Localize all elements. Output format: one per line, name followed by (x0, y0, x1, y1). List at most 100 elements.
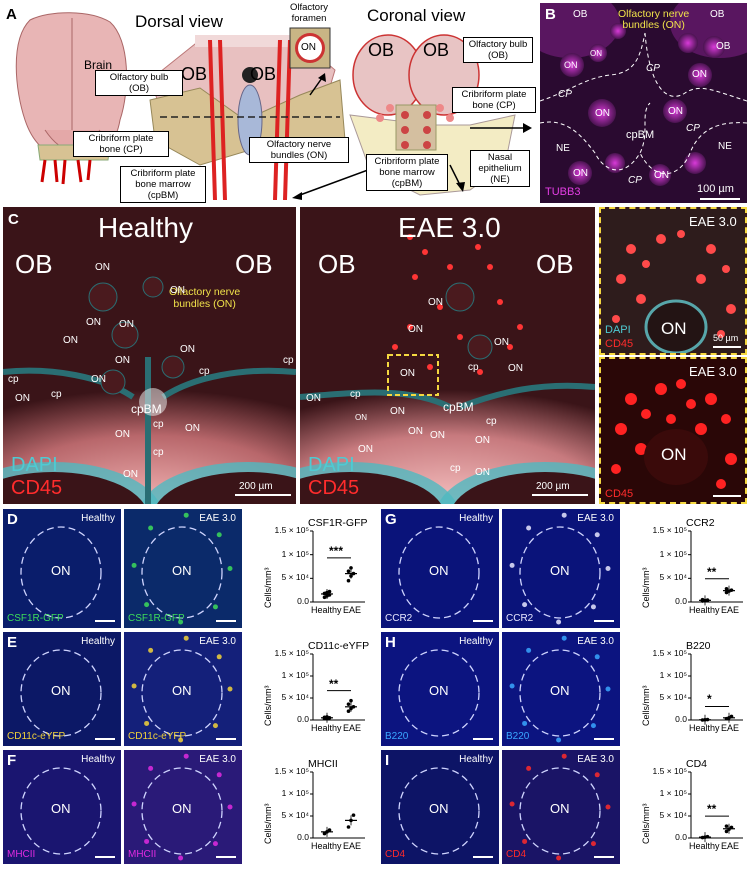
c-e-on-7: ON (355, 413, 367, 422)
g-left-nerve-outline (398, 526, 480, 619)
i-significance: ** (707, 802, 717, 817)
c-e-on-4: ON (508, 363, 523, 374)
b-ob-1: OB (573, 9, 588, 20)
dorsal-view-title: Dorsal view (135, 12, 223, 31)
c-h-cpbm: cpBM (131, 402, 162, 416)
h-right-stain-label: B220 (506, 731, 530, 742)
f-cell-marker (144, 838, 150, 844)
g-cell-marker (605, 566, 611, 571)
i-right-stain-label: CD4 (506, 849, 527, 860)
h-right-svg (509, 635, 611, 743)
c-inset-on-2: ON (661, 445, 687, 464)
c-h-cp-1: cp (8, 374, 19, 385)
d-left-stain-label: CSF1R-GFP (7, 613, 64, 624)
c-e-on-9: ON (408, 426, 423, 437)
i-point-eae (724, 824, 729, 828)
e-xcat-0: Healthy (311, 723, 342, 733)
e-cell-marker (148, 647, 154, 653)
e-left-nerve-outline (20, 649, 102, 737)
e-cell-marker (216, 654, 222, 660)
i-chart: CD4 Cells/mm³ 0.0 5 × 10⁴ 1 × 10⁵ 1.5 × 10⁵ He… (631, 750, 750, 864)
coronal-box-cp: Cribriform plate bone (CP) (452, 87, 536, 113)
d-left-tag: Healthy (81, 513, 115, 524)
h-significance: * (707, 692, 712, 707)
c-h-on-7: ON (115, 355, 130, 366)
c-e-dapi: DAPI (308, 454, 355, 476)
g-cell-marker (590, 604, 596, 610)
f-right-svg (131, 753, 233, 861)
e-ytick-2: 1 × 10⁵ (281, 670, 309, 680)
g-left-scale-bar (473, 620, 493, 622)
d-left-image: D Healthy ON CSF1R-GFP (3, 509, 121, 628)
i-cell-marker (605, 804, 611, 810)
i-left-tag: Healthy (459, 754, 493, 765)
i-cell-marker (526, 765, 532, 771)
e-point-eae (346, 709, 351, 713)
c-h-scale: 200 µm (239, 481, 273, 492)
f-chart-svg (310, 771, 365, 839)
e-left-scale-bar (95, 738, 115, 740)
h-ytick-3: 1.5 × 10⁵ (652, 648, 687, 658)
panel-c-eae-image: EAE 3.0 OB OB ON ON ON ON ON ON ON ON ON… (300, 207, 595, 504)
i-ytick-0: 0.0 (675, 832, 687, 842)
c-inset-dapi: DAPI (605, 324, 631, 336)
e-left-tag: Healthy (81, 636, 115, 647)
i-right-on-label: ON (550, 801, 570, 816)
g-cell-marker (561, 512, 567, 518)
f-right-tag: EAE 3.0 (199, 754, 236, 765)
dorsal-ob-right: OB (250, 64, 277, 84)
i-xcat-1: EAE (721, 841, 740, 851)
d-cell-marker (144, 602, 150, 608)
i-right-tag: EAE 3.0 (577, 754, 614, 765)
c-inset-cd45: CD45 (605, 338, 634, 350)
foramen-on: ON (301, 42, 316, 53)
e-right-stain-label: CD11c-eYFP (128, 731, 187, 742)
g-chart: CCR2 Cells/mm³ 0.0 5 × 10⁴ 1 × 10⁵ 1.5 × 10⁵ H… (631, 509, 750, 628)
e-right-nerve-outline (141, 649, 223, 737)
c-e-on-10: ON (430, 430, 445, 441)
i-chart-title: CD4 (686, 758, 708, 770)
d-right-svg (131, 512, 233, 625)
c-eae-title: EAE 3.0 (398, 212, 501, 243)
c-e-on-3: ON (494, 337, 509, 348)
b-ob-2: OB (710, 9, 725, 20)
b-ob-3: OB (716, 41, 731, 52)
c-h-on-5: ON (63, 335, 78, 346)
c-h-dapi: DAPI (11, 454, 58, 476)
f-left-scale-bar (95, 856, 115, 858)
coronal-box-ob: Olfactory bulb (OB) (463, 37, 533, 63)
i-right-svg (509, 753, 611, 861)
h-left-on-label: ON (429, 683, 449, 698)
g-ytick-3: 1.5 × 10⁵ (652, 525, 687, 535)
g-significance: ** (707, 564, 717, 579)
i-ytick-2: 1 × 10⁵ (659, 788, 687, 798)
d-cell-marker (131, 562, 137, 568)
f-cell-marker (183, 753, 189, 759)
d-ytick-0: 0.0 (297, 596, 309, 606)
g-right-svg (509, 512, 611, 625)
panel-letter-f: F (7, 752, 17, 769)
c-inset-scale-bar-2 (713, 495, 741, 497)
h-xcat-1: EAE (721, 723, 740, 733)
e-left-image: E Healthy ON CD11c-eYFP (3, 632, 121, 746)
c-h-cp-3: cp (199, 366, 210, 377)
d-ytick-3: 1.5 × 10⁵ (274, 525, 309, 535)
f-xcat-1: EAE (343, 841, 362, 851)
b-on-7: ON (654, 170, 669, 181)
b-scale-bar (700, 198, 740, 200)
h-ytick-2: 1 × 10⁵ (659, 670, 687, 680)
i-point-eae (724, 829, 729, 834)
coronal-ob-right: OB (423, 40, 450, 60)
i-cell-marker (522, 838, 528, 844)
f-chart: MHCII Cells/mm³ 0.0 5 × 10⁴ 1 × 10⁵ 1.5 × 10⁵… (253, 750, 373, 864)
d-chart-svg (310, 530, 365, 603)
e-cell-marker (144, 720, 150, 726)
d-right-scale-bar (216, 620, 236, 622)
h-right-scale-bar (594, 738, 614, 740)
f-left-tag: Healthy (81, 754, 115, 765)
g-cell-marker (556, 619, 562, 625)
d-left-scale-bar (95, 620, 115, 622)
d-right-image: EAE 3.0 ON CSF1R-GFP (124, 509, 242, 628)
f-ytick-1: 5 × 10⁴ (281, 810, 309, 820)
d-point-eae (349, 566, 353, 570)
